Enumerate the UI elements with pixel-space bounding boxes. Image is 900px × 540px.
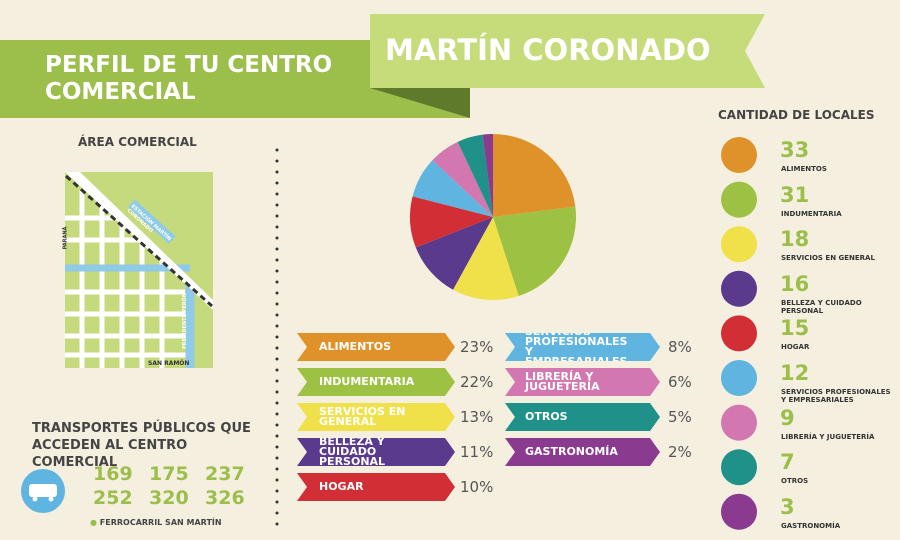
locale-label: OTROS bbox=[781, 477, 809, 486]
pie-chart bbox=[410, 134, 576, 300]
legend-ribbon: INDUMENTARIA bbox=[297, 368, 455, 396]
map-title: ÁREA COMERCIAL bbox=[78, 135, 197, 149]
header-title: PERFIL DE TU CENTRO COMERCIAL bbox=[45, 52, 333, 105]
header-banner bbox=[0, 40, 470, 118]
pie-slice bbox=[493, 134, 576, 217]
locale-count: 16 bbox=[780, 271, 810, 296]
pie-slice bbox=[457, 134, 493, 217]
street: SAN RAMÓN bbox=[148, 360, 190, 367]
legend-ribbon: HOGAR bbox=[297, 473, 455, 501]
legend-percent: 6% bbox=[668, 373, 692, 391]
legend-ribbon: OTROS bbox=[505, 403, 660, 431]
rail-text: FERROCARRIL SAN MARTÍN bbox=[99, 518, 222, 527]
locale-icon bbox=[721, 449, 757, 486]
locale-label: BELLEZA Y CUIDADO PERSONAL bbox=[781, 298, 862, 315]
street: PARANÁ bbox=[62, 226, 69, 250]
legend-ribbon: SERVICIOS PROFESIONALES Y EMPRESARIALES bbox=[505, 333, 660, 361]
locale-label: HOGAR bbox=[781, 343, 810, 352]
bus-icon bbox=[21, 469, 65, 513]
street: PRESIDENTE PERÓN bbox=[182, 292, 189, 350]
locale-icon bbox=[721, 181, 757, 218]
map bbox=[65, 172, 213, 368]
locale-count: 15 bbox=[780, 316, 810, 341]
legend-percent: 11% bbox=[460, 443, 494, 461]
bus-line: 326 bbox=[205, 487, 245, 509]
pie-slice bbox=[410, 196, 493, 248]
bus-line: 237 bbox=[205, 463, 245, 485]
place-title: MARTÍN CORONADO bbox=[385, 33, 711, 67]
legend-percent: 13% bbox=[460, 408, 494, 426]
bus-line: 169 bbox=[93, 463, 133, 485]
transport-title: TRANSPORTES PÚBLICOS QUE ACCEDEN AL CENT… bbox=[32, 421, 251, 470]
bus-line: 175 bbox=[149, 463, 189, 485]
fold bbox=[370, 88, 470, 118]
legend-ribbon: BELLEZA Y CUIDADO PERSONAL bbox=[297, 438, 455, 466]
legend-ribbon: LIBRERÍA Y JUGUETERÍA bbox=[505, 368, 660, 396]
locale-label: GASTRONOMÍA bbox=[781, 521, 841, 530]
pie-slice bbox=[493, 206, 576, 296]
locale-icon bbox=[721, 270, 757, 307]
locale-count: 7 bbox=[780, 450, 795, 475]
place-banner bbox=[370, 14, 765, 88]
locale-label: SERVICIOS EN GENERAL bbox=[781, 254, 875, 263]
locale-count: 31 bbox=[780, 182, 810, 207]
locale-icon bbox=[721, 226, 757, 263]
locale-label: ALIMENTOS bbox=[781, 165, 827, 173]
pie-slice bbox=[432, 141, 493, 217]
legend-ribbon: ALIMENTOS bbox=[297, 333, 455, 361]
legend-ribbon: SERVICIOS EN GENERAL bbox=[297, 403, 455, 431]
locale-icons bbox=[721, 137, 757, 530]
locale-icon bbox=[721, 137, 757, 173]
locale-icon bbox=[721, 404, 757, 441]
legend-percent: 8% bbox=[668, 338, 692, 356]
locale-icon bbox=[721, 315, 757, 352]
bus-line: 320 bbox=[149, 487, 189, 509]
locale-count: 9 bbox=[780, 405, 795, 430]
locale-count: 18 bbox=[780, 227, 810, 252]
locale-label: INDUMENTARIA bbox=[781, 209, 842, 218]
locale-label: LIBRERÍA Y JUGUETERÍA bbox=[781, 432, 875, 441]
legend-percent: 2% bbox=[668, 443, 692, 461]
locales-title: CANTIDAD DE LOCALES bbox=[718, 108, 875, 122]
locale-count: 3 bbox=[780, 494, 795, 519]
legend-percent: 23% bbox=[460, 338, 494, 356]
locale-count: 12 bbox=[780, 361, 810, 385]
legend-percent: 10% bbox=[460, 478, 494, 496]
legend-percent: 5% bbox=[668, 408, 692, 426]
pie-slice bbox=[482, 134, 493, 217]
pie-slice bbox=[415, 217, 493, 290]
legend-percent: 22% bbox=[460, 373, 494, 391]
rail-note: ● FERROCARRIL SAN MARTÍN bbox=[90, 518, 222, 527]
locale-label: SERVICIOS PROFESIONALES Y EMPRESARIALES bbox=[781, 388, 891, 404]
locale-icon bbox=[721, 493, 757, 530]
legend-ribbon: GASTRONOMÍA bbox=[505, 438, 660, 466]
locale-icon bbox=[721, 360, 757, 396]
bus-line: 252 bbox=[93, 487, 133, 509]
pie-slice bbox=[453, 217, 519, 300]
pie-slice bbox=[412, 160, 493, 217]
locale-count: 33 bbox=[780, 138, 810, 162]
